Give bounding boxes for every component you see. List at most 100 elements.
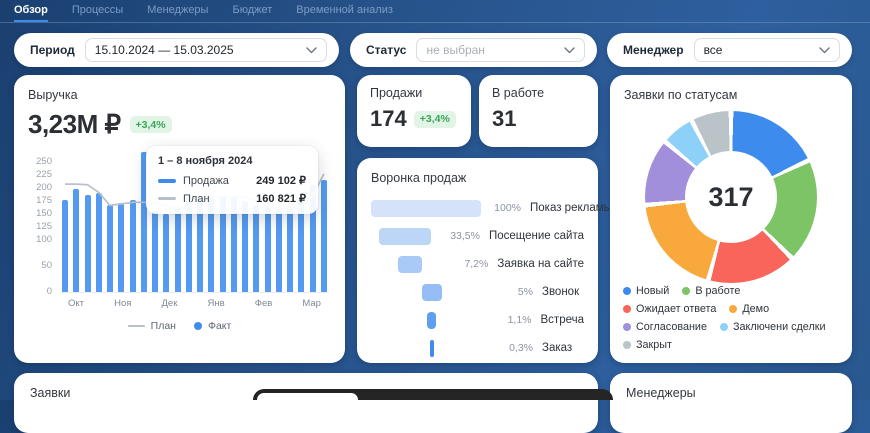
fact-bar[interactable] bbox=[62, 199, 68, 292]
fact-bar[interactable] bbox=[219, 197, 226, 292]
chart-tooltip: 1 – 8 ноября 2024 Продажа 249 102 ₽ План… bbox=[146, 146, 318, 214]
donut-hole: 317 bbox=[685, 151, 777, 243]
fact-bar[interactable] bbox=[287, 207, 293, 292]
funnel-step-label: Посещение сайта bbox=[488, 230, 584, 242]
funnel-step-label: Показ рекламы bbox=[530, 202, 612, 214]
filter-pill-0: Период 15.10.2024 — 15.03.2025 bbox=[14, 33, 339, 67]
revenue-delta-badge: +3,4% bbox=[129, 116, 172, 133]
y-tick: 200 bbox=[36, 182, 52, 194]
fact-bar[interactable] bbox=[163, 214, 170, 292]
fact-bar[interactable] bbox=[242, 201, 248, 292]
legend-dot-icon bbox=[682, 287, 691, 295]
funnel-step-5[interactable]: 0,3% Заказ bbox=[371, 334, 584, 362]
tooltip-row-plan: План 160 821 ₽ bbox=[158, 192, 306, 205]
filter-select-0[interactable]: 15.10.2024 — 15.03.2025 bbox=[84, 38, 327, 62]
revenue-card-title: Выручка bbox=[28, 88, 78, 102]
fact-bar[interactable] bbox=[208, 197, 215, 292]
status-legend-item-1[interactable]: В работе bbox=[682, 285, 740, 297]
fact-bar[interactable] bbox=[95, 192, 102, 292]
funnel-step-label: Звонок bbox=[542, 286, 580, 298]
status-legend-item-0[interactable]: Новый bbox=[623, 285, 669, 297]
funnel-step-0[interactable]: 100% Показ рекламы bbox=[371, 194, 612, 222]
sales-funnel-card: Воронка продаж 100% Показ рекламы 33,5% Пос… bbox=[357, 158, 612, 363]
y-tick: 125 bbox=[36, 221, 52, 233]
fact-bar[interactable] bbox=[107, 205, 113, 292]
nav-tab-4[interactable]: Временной анализ bbox=[296, 3, 393, 16]
revenue-chart-plot[interactable] bbox=[60, 152, 329, 293]
status-legend-item-2[interactable]: Ожидает ответа bbox=[623, 303, 716, 315]
x-tick: Мар bbox=[302, 298, 321, 309]
filter-select-1[interactable]: не выбран bbox=[416, 38, 585, 62]
legend-label: Закрыт bbox=[636, 339, 672, 351]
tooltip-date-range: 1 – 8 ноября 2024 bbox=[158, 155, 253, 167]
funnel-step-4[interactable]: 1,1% Встреча bbox=[371, 306, 584, 334]
status-donut-chart[interactable]: 317 bbox=[645, 111, 817, 283]
funnel-step-3[interactable]: 5% Звонок bbox=[371, 278, 584, 306]
fact-bar[interactable] bbox=[230, 197, 237, 292]
nav-tab-1[interactable]: Процессы bbox=[71, 3, 124, 16]
fact-dot-swatch bbox=[193, 322, 202, 330]
status-legend-item-5[interactable]: Заключени сделки bbox=[719, 321, 826, 333]
status-legend-item-4[interactable]: Согласование bbox=[623, 321, 707, 333]
x-tick: Дек bbox=[161, 298, 178, 309]
filter-label: Менеджер bbox=[623, 43, 684, 57]
filter-label: Период bbox=[30, 43, 75, 57]
funnel-percent: 1,1% bbox=[507, 314, 532, 326]
requests-card-title: Заявки bbox=[30, 386, 71, 400]
nav-tab-0[interactable]: Обзор bbox=[14, 0, 48, 22]
top-nav: Обзор Процессы Менеджеры Бюджет Временной ан… bbox=[0, 0, 870, 23]
y-tick: 50 bbox=[41, 260, 52, 272]
fact-bar[interactable] bbox=[264, 207, 271, 292]
funnel-step-1[interactable]: 33,5% Посещение сайта bbox=[371, 222, 584, 250]
in-progress-kpi-title: В работе bbox=[492, 86, 545, 100]
nav-tab-3[interactable]: Бюджет bbox=[232, 3, 273, 16]
tooltip-row-sales: Продажа 249 102 ₽ bbox=[158, 174, 306, 187]
fact-bar[interactable] bbox=[174, 207, 181, 292]
revenue-chart-y-axis: 250 225 200 175 150 125 100 50 0 bbox=[28, 152, 54, 296]
x-tick: Янв bbox=[207, 298, 225, 309]
revenue-chart[interactable]: 250 225 200 175 150 125 100 50 0 Окт Ноя Дек Янв Фев… bbox=[28, 146, 331, 342]
overlay-toolbar[interactable] bbox=[253, 389, 613, 400]
fact-bar[interactable] bbox=[129, 199, 136, 292]
legend-dot-icon bbox=[623, 287, 631, 295]
fact-bar[interactable] bbox=[275, 207, 282, 292]
dashboard-page: Обзор Процессы Менеджеры Бюджет Временной ан… bbox=[0, 0, 870, 400]
sales-line-swatch bbox=[158, 178, 176, 183]
y-tick: 225 bbox=[36, 169, 52, 181]
legend-fact: Факт bbox=[193, 320, 232, 332]
fact-bar[interactable] bbox=[152, 211, 158, 292]
status-legend-item-3[interactable]: Демо bbox=[729, 303, 769, 315]
fact-bar[interactable] bbox=[185, 197, 192, 292]
fact-bar[interactable] bbox=[309, 184, 316, 292]
sales-kpi-card: Продажи 174 +3,4% bbox=[357, 75, 471, 147]
status-donut-card: Заявки по статусам 317 Новый В работе Ожид… bbox=[610, 75, 852, 363]
fact-bar[interactable] bbox=[84, 194, 91, 292]
funnel-percent: 33,5% bbox=[450, 230, 480, 242]
filter-select-2[interactable]: все bbox=[693, 38, 840, 62]
fact-bar[interactable] bbox=[298, 201, 305, 292]
funnel-percent: 7,2% bbox=[464, 258, 489, 270]
nav-tab-2[interactable]: Менеджеры bbox=[147, 3, 209, 16]
sales-kpi-value: 174 bbox=[370, 106, 407, 131]
funnel-chart[interactable]: 100% Показ рекламы 33,5% Посещение сайта 7,2… bbox=[371, 194, 612, 362]
y-tick: 150 bbox=[36, 208, 52, 220]
status-legend-item-6[interactable]: Закрыт bbox=[623, 339, 672, 351]
fact-bar[interactable] bbox=[320, 180, 327, 292]
fact-bar[interactable] bbox=[197, 197, 203, 292]
fact-bar[interactable] bbox=[118, 202, 125, 292]
fact-bar[interactable] bbox=[73, 189, 80, 292]
funnel-card-title: Воронка продаж bbox=[371, 171, 467, 185]
overlay-toolbar-pill[interactable] bbox=[257, 393, 358, 400]
revenue-card: Выручка 3,23М ₽ +3,4% 250 225 200 175 150 125… bbox=[14, 75, 345, 363]
legend-fact-label: Факт bbox=[207, 320, 232, 332]
x-tick: Окт bbox=[68, 298, 85, 309]
legend-label: Заключени сделки bbox=[732, 321, 826, 333]
funnel-step-label: Встреча bbox=[540, 314, 584, 326]
legend-dot-icon bbox=[719, 323, 728, 331]
fact-bar[interactable] bbox=[253, 204, 260, 292]
funnel-step-2[interactable]: 7,2% Заявка на сайте bbox=[371, 250, 584, 278]
status-card-title: Заявки по статусам bbox=[624, 88, 738, 102]
filter-value: 15.10.2024 — 15.03.2025 bbox=[94, 43, 234, 57]
managers-card-title: Менеджеры bbox=[626, 386, 696, 400]
fact-bar[interactable] bbox=[140, 152, 147, 292]
